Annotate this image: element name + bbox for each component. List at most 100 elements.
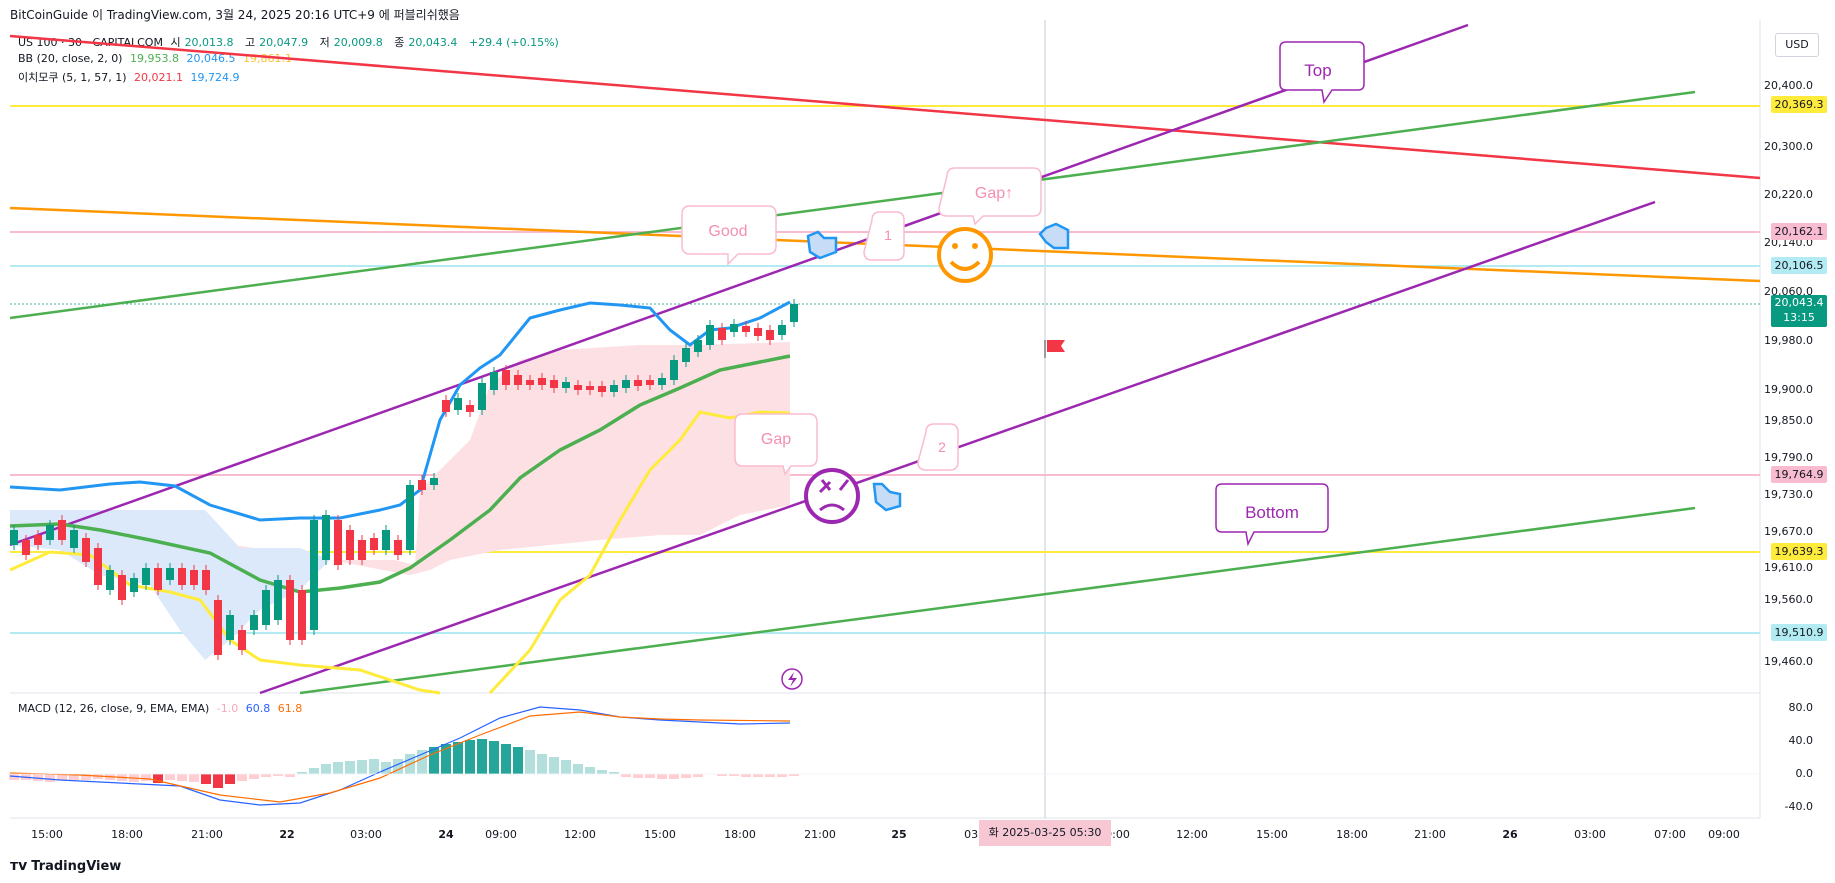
bubble-q1[interactable]: 1: [863, 211, 905, 261]
macd-bar: [393, 759, 403, 774]
macd-bar: [585, 767, 595, 774]
macd-bar: [81, 774, 91, 780]
flag-icon[interactable]: [1044, 340, 1065, 358]
macd-legend[interactable]: MACD (12, 26, close, 9, EMA, EMA) -1.0 6…: [18, 702, 306, 715]
lightning-icon[interactable]: [781, 668, 803, 690]
tradingview-logo-icon: ᴛᴠ: [10, 858, 28, 874]
bb-name[interactable]: BB (20, close, 2, 0): [18, 52, 123, 65]
bubble-gap-text: Gap: [761, 431, 791, 448]
ichimoku-value-2: 19,724.9: [190, 71, 240, 84]
time-tick: 15:00: [1256, 828, 1288, 841]
macd-bar: [669, 774, 679, 779]
current-price: 20,043.4: [1774, 296, 1824, 309]
macd-bar: [717, 774, 727, 776]
time-tick: 07:00: [1654, 828, 1686, 841]
macd-bar: [33, 774, 43, 781]
time-tick: 15:00: [31, 828, 63, 841]
currency-button[interactable]: USD: [1775, 33, 1819, 57]
bb-legend[interactable]: BB (20, close, 2, 0) 19,953.8 20,046.5 1…: [18, 52, 296, 65]
low-label: 저 20,009.8: [319, 36, 383, 49]
bubble-bottom-text: Bottom: [1245, 503, 1299, 522]
macd-bar: [237, 774, 247, 781]
pointing-hand-icon-3[interactable]: [872, 482, 902, 512]
bubble-gap-upper-text: Gap↑: [975, 185, 1013, 202]
time-tick: 12:00: [1176, 828, 1208, 841]
macd-signal-line: [9, 711, 791, 803]
crosshair-date-label: 화 2025-03-25 05:30: [979, 820, 1111, 846]
macd-bar: [501, 744, 511, 774]
macd-bar: [693, 774, 703, 777]
smiley-icon[interactable]: [937, 227, 993, 283]
price-box-yellow-top: 20,369.3: [1771, 96, 1827, 113]
macd-bar: [441, 744, 451, 774]
macd-bar: [69, 774, 79, 780]
ichimoku-legend[interactable]: 이치모쿠 (5, 1, 57, 1) 20,021.1 19,724.9: [18, 69, 244, 85]
trendline-green-upper: [9, 90, 1696, 320]
bubble-gap-upper[interactable]: Gap↑: [938, 167, 1042, 226]
macd-bar: [429, 747, 439, 774]
price-tick: 19,790.0: [1764, 451, 1813, 464]
macd-value-1: -1.0: [216, 702, 239, 715]
time-tick: 26: [1502, 828, 1518, 841]
macd-bar: [345, 761, 355, 774]
macd-bar: [177, 774, 187, 781]
time-tick: 18:00: [724, 828, 756, 841]
time-tick: 24: [438, 828, 454, 841]
bb-upper: [9, 300, 791, 522]
macd-bar: [189, 774, 199, 782]
bb-value-2: 20,046.5: [186, 52, 236, 65]
change-value: +29.4 (+0.15%): [468, 36, 559, 49]
macd-bar: [729, 774, 739, 776]
price-box-cyan-1: 20,106.5: [1771, 257, 1827, 274]
bubble-gap[interactable]: Gap: [734, 413, 818, 476]
macd-bar: [789, 774, 799, 776]
macd-bar: [249, 774, 259, 779]
pointing-hand-icon-2[interactable]: [1038, 222, 1070, 250]
macd-bar: [597, 770, 607, 774]
macd-line: [9, 706, 791, 806]
macd-tick: 0.0: [1795, 767, 1814, 780]
trendline-red: [9, 34, 1761, 180]
ichimoku-value-1: 20,021.1: [134, 71, 184, 84]
macd-name[interactable]: MACD (12, 26, close, 9, EMA, EMA): [18, 702, 210, 715]
dizzy-face-icon[interactable]: [804, 468, 860, 524]
macd-bar: [561, 760, 571, 774]
macd-bar: [417, 750, 427, 774]
price-tick: 20,060.0: [1764, 285, 1813, 298]
macd-bar: [645, 774, 655, 778]
macd-bar: [609, 772, 619, 774]
macd-bar: [657, 774, 667, 779]
bubble-q2-text: 2: [938, 439, 946, 455]
price-tick: 19,730.0: [1764, 488, 1813, 501]
macd-value-3: 61.8: [277, 702, 303, 715]
macd-bar: [753, 774, 763, 777]
macd-bar: [465, 740, 475, 774]
price-tick: 19,610.0: [1764, 561, 1813, 574]
macd-bar: [273, 774, 283, 776]
ichimoku-name[interactable]: 이치모쿠 (5, 1, 57, 1): [18, 71, 127, 84]
pointing-hand-icon[interactable]: [806, 230, 838, 260]
macd-bar: [453, 742, 463, 774]
bb-value-1: 19,953.8: [129, 52, 179, 65]
price-box-pink-1: 20,162.1: [1771, 223, 1827, 240]
macd-tick: 40.0: [1788, 734, 1814, 747]
macd-bar: [549, 757, 559, 774]
price-tick: 19,900.0: [1764, 383, 1813, 396]
footer-brand[interactable]: ᴛᴠ TradingView: [10, 858, 121, 874]
macd-bar: [165, 774, 175, 780]
macd-bar: [621, 774, 631, 777]
candlestick-series: [10, 299, 798, 660]
bubble-top[interactable]: Top: [1279, 41, 1365, 104]
price-tick: 19,850.0: [1764, 414, 1813, 427]
time-tick: 12:00: [564, 828, 596, 841]
price-tick: 20,220.0: [1764, 188, 1813, 201]
open-label: 시 20,013.8: [170, 36, 234, 49]
bubble-q2[interactable]: 2: [917, 423, 959, 471]
macd-bar: [633, 774, 643, 778]
macd-bar: [309, 768, 319, 774]
macd-bar: [741, 774, 751, 777]
bubble-bottom[interactable]: Bottom: [1215, 483, 1329, 547]
bubble-good[interactable]: Good: [681, 205, 777, 266]
price-box-current: 20,043.4 13:15: [1771, 295, 1827, 327]
